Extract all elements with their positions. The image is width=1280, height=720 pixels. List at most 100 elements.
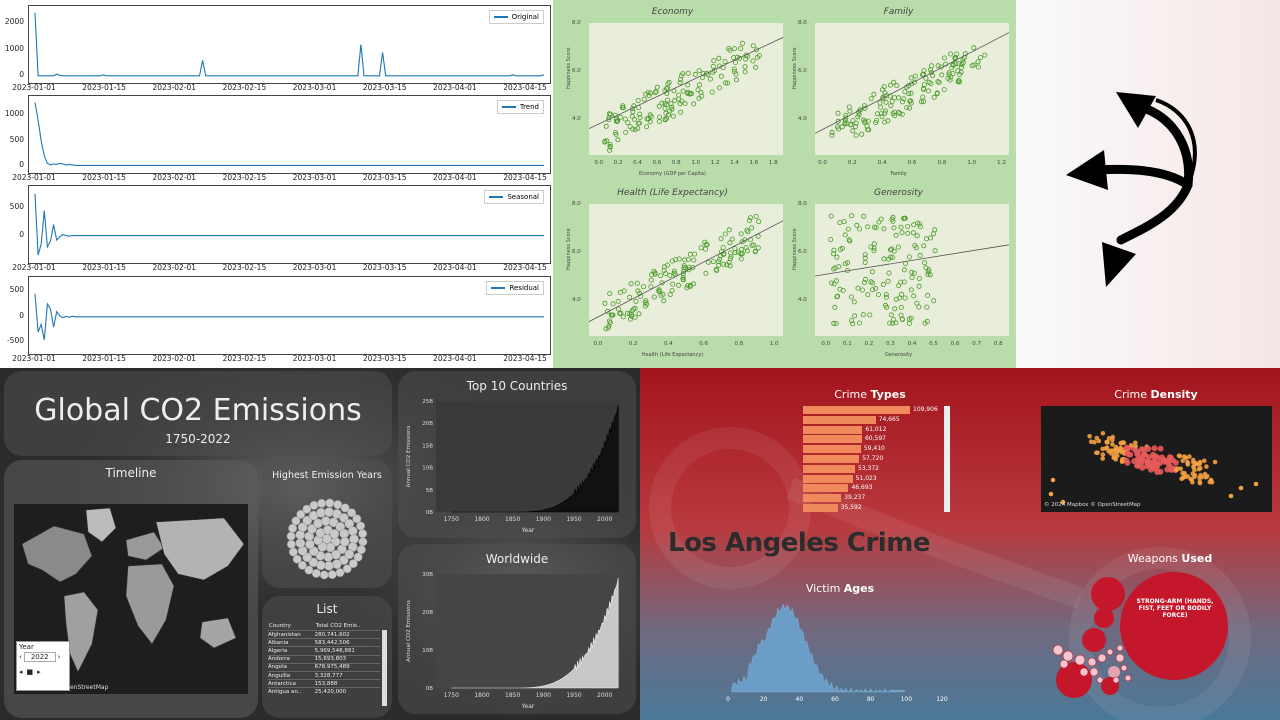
x-tick-label: 1.4	[730, 160, 739, 166]
scatter-point	[628, 281, 634, 287]
table-row[interactable]: Albania 583,442,506	[268, 638, 380, 647]
year-bubble	[297, 522, 308, 533]
table-row[interactable]: Antigua an.. 25,420,000	[268, 687, 380, 696]
crime-density-point	[1100, 446, 1105, 452]
crime-type-row[interactable]: ASSAULT WITH DEADLY W..53,372	[640, 464, 960, 474]
crime-type-row[interactable]: INTIMATE PARTNER - SIM..46,693	[640, 484, 960, 493]
scatter-point	[834, 294, 840, 300]
scatter-point	[884, 93, 890, 99]
scatter-point	[710, 259, 716, 265]
crime-density-point	[1087, 434, 1092, 439]
scatter-point	[629, 312, 635, 318]
crime-type-row[interactable]: THEFT FROM MOTOR VEH..39,237	[640, 494, 960, 503]
x-tick-label: 1.0	[691, 160, 701, 166]
next-year-icon[interactable]: ›	[57, 653, 61, 661]
column-header[interactable]: Country	[269, 623, 291, 629]
crime-density-point	[1157, 445, 1164, 452]
world-map[interactable]: Year ‹ 2022 › ◂ ■ ▸ enStreetMap	[14, 504, 248, 694]
scatter-point	[685, 82, 691, 88]
y-tick-label: 0	[19, 229, 24, 239]
table-row[interactable]: Antarctica 153,888	[268, 679, 380, 688]
scatter-point	[958, 69, 964, 75]
scatter-point	[837, 220, 843, 226]
x-tick-label: 2023-02-15	[222, 354, 267, 363]
list-scrollbar[interactable]	[382, 630, 387, 706]
stop-icon[interactable]: ■	[26, 668, 34, 676]
scatter-point	[956, 79, 962, 85]
x-tick-label: 0.3	[886, 341, 895, 347]
scatter-point	[857, 226, 863, 232]
crime-type-row[interactable]: BURGLARY57,720	[640, 455, 960, 464]
crime-types-scrollbar[interactable]	[944, 406, 950, 512]
crime-type-row[interactable]: VEHICLE - STOLEN109,906	[640, 406, 960, 415]
y-tick-label: 6.0	[572, 68, 581, 74]
scatter-point	[742, 69, 748, 75]
crime-density-map[interactable]: © 2024 Mapbox © OpenStreetMap	[1041, 406, 1272, 512]
year-bubble	[353, 552, 363, 562]
scatter-point	[926, 267, 932, 273]
scatter-point	[873, 285, 879, 291]
handcuff-background	[649, 427, 1251, 720]
crime-type-row[interactable]: THEFT PLAIN - PETTY ($95..51,023	[640, 474, 960, 484]
series-line	[34, 12, 545, 77]
scatter-plot-area	[588, 37, 784, 153]
year-bubble	[356, 521, 366, 531]
scatter-point	[739, 40, 745, 46]
table-row[interactable]: Algeria 5,969,548,881	[268, 646, 380, 655]
scatter-title: Family	[883, 7, 914, 17]
scatter-point	[883, 294, 889, 300]
x-tick-label: 1950	[566, 692, 581, 699]
prev-year-icon[interactable]: ‹	[19, 653, 22, 661]
crime-type-row[interactable]: VANDALISM - FELONY ($4..59,410	[640, 445, 960, 454]
crime-type-row[interactable]: BURGLARY FROM VEHICLE61,012	[640, 425, 960, 435]
table-row[interactable]: Angola 678,975,489	[268, 663, 380, 671]
scatter-point	[667, 272, 673, 278]
step-back-icon[interactable]: ◂	[19, 668, 23, 676]
year-bubble	[288, 523, 298, 533]
crime-type-row[interactable]: BATTERY - SIMPLE ASSAU..74,665	[640, 415, 960, 425]
year-bubble	[317, 498, 327, 508]
scatter-point	[632, 127, 638, 133]
year-select[interactable]: 2022	[23, 652, 56, 662]
scatter-point	[673, 257, 679, 263]
australia-shape	[199, 617, 237, 649]
scatter-point	[888, 82, 894, 88]
scatter-point	[659, 100, 665, 106]
table-row[interactable]: Anguilla 3,328,777	[268, 671, 380, 679]
table-row[interactable]: Afghanistan 280,741,602	[268, 630, 380, 639]
scatter-point	[630, 126, 636, 132]
scatter-point	[949, 65, 955, 71]
crime-type-row[interactable]: THEFT OF IDENTITY60,597	[640, 435, 960, 444]
scatter-point	[665, 97, 671, 103]
scatter-point	[677, 80, 683, 86]
column-header[interactable]: Total CO2 Emis..	[315, 623, 361, 629]
year-bubble	[302, 552, 313, 563]
scatter-point	[911, 293, 917, 299]
x-tick-label: 0.2	[847, 160, 857, 166]
crime-types-bar-chart: VEHICLE - STOLEN109,906BATTERY - SIMPLE …	[640, 406, 960, 512]
scatter-point	[681, 265, 687, 271]
x-tick-label: 0.7	[972, 341, 982, 347]
emission-years-bubbles	[286, 498, 368, 580]
scatter-economy: Economy Happiness Score Economy (GDP per…	[560, 3, 785, 183]
crime-density-point	[1124, 450, 1131, 457]
table-cell: Albania	[268, 639, 289, 646]
scatter-point	[602, 300, 608, 306]
y-tick-label: 1000	[4, 109, 24, 119]
scatter-point	[739, 239, 745, 245]
scatter-point	[645, 90, 651, 96]
crime-type-value: 46,693	[851, 484, 873, 492]
x-tick-label: 1750	[444, 692, 459, 699]
crime-type-row[interactable]: THEFT FROM MOTOR VEH..35,592	[640, 504, 960, 512]
legend-trend: Trend	[496, 100, 544, 114]
scatter-point	[956, 61, 962, 67]
title-card: Global CO2 Emissions 1750-2022	[4, 371, 392, 456]
x-tick-label: 1850	[505, 516, 520, 523]
play-icon[interactable]: ▸	[37, 668, 41, 676]
scatter-point	[886, 270, 892, 276]
crime-density-point	[1159, 454, 1166, 461]
table-cell: Angola	[268, 664, 288, 671]
table-row[interactable]: Andorra 15,693,803	[268, 655, 380, 663]
scatter-point	[709, 89, 715, 95]
x-tick-label: 0	[726, 696, 730, 703]
